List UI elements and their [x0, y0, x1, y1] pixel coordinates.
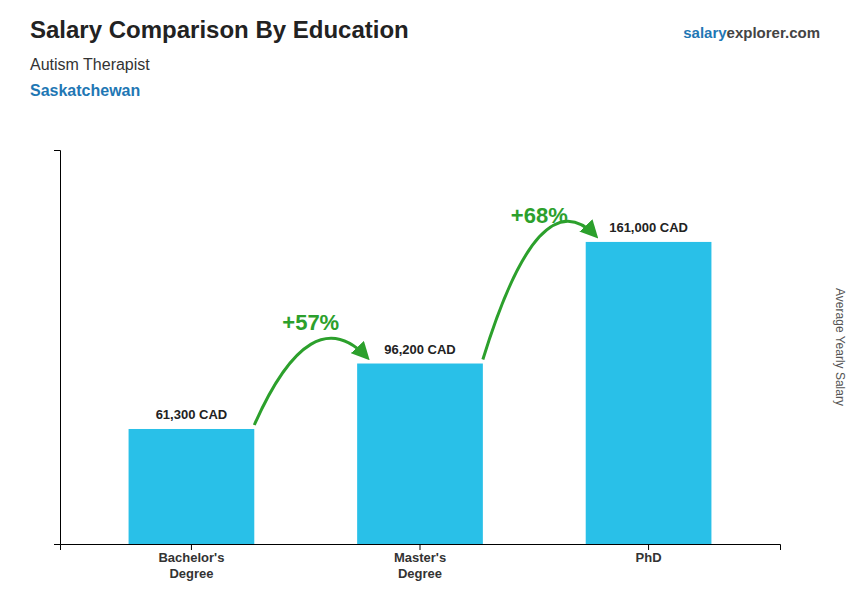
x-axis: Bachelor'sDegreeMaster'sDegreePhD	[61, 544, 781, 581]
plot: Bachelor'sDegreeMaster'sDegreePhD61,300 …	[54, 151, 781, 581]
watermark: salaryexplorer.com	[683, 24, 820, 41]
watermark-part: explorer.com	[727, 24, 820, 41]
y-axis-title: Average Yearly Salary	[833, 288, 847, 406]
bars	[129, 242, 712, 544]
title: Salary Comparison By Education	[30, 16, 409, 43]
x-tick: PhD	[636, 544, 662, 565]
x-tick: Master'sDegree	[394, 544, 446, 581]
bar	[357, 364, 483, 544]
subtitle: Saskatchewan	[30, 82, 140, 99]
chart-container: Salary Comparison By Education Autism The…	[0, 0, 850, 606]
bar	[586, 242, 712, 544]
bar	[129, 429, 255, 544]
watermark-part: salary	[683, 24, 727, 41]
x-tick-mark	[648, 544, 649, 550]
x-tick-label-line: Degree	[398, 566, 442, 581]
x-tick-label: Bachelor'sDegree	[158, 550, 224, 581]
x-tick-label-line: Master's	[394, 550, 446, 565]
annotation-arrow	[254, 338, 367, 425]
x-tick-label-line: Degree	[169, 566, 213, 581]
data-label: 61,300 CAD	[156, 407, 228, 422]
y-axis	[54, 151, 61, 545]
x-tick-label: Master'sDegree	[394, 550, 446, 581]
x-tick-label-line: Bachelor's	[158, 550, 224, 565]
x-tick-mark	[191, 544, 192, 550]
x-tick: Bachelor'sDegree	[158, 544, 224, 581]
data-label: 161,000 CAD	[609, 220, 688, 235]
annotation-arrow	[483, 221, 596, 359]
subtitle: Autism Therapist	[30, 56, 150, 73]
x-tick-label: PhD	[636, 550, 662, 565]
x-tick-mark	[420, 544, 421, 550]
chart-svg: Salary Comparison By Education Autism The…	[0, 0, 850, 606]
y-axis-line	[54, 151, 61, 545]
data-label: 96,200 CAD	[384, 342, 456, 357]
x-axis-line	[61, 545, 781, 551]
annotation-label: +57%	[282, 310, 339, 335]
x-tick-label-line: PhD	[636, 550, 662, 565]
annotation-label: +68%	[511, 203, 568, 228]
